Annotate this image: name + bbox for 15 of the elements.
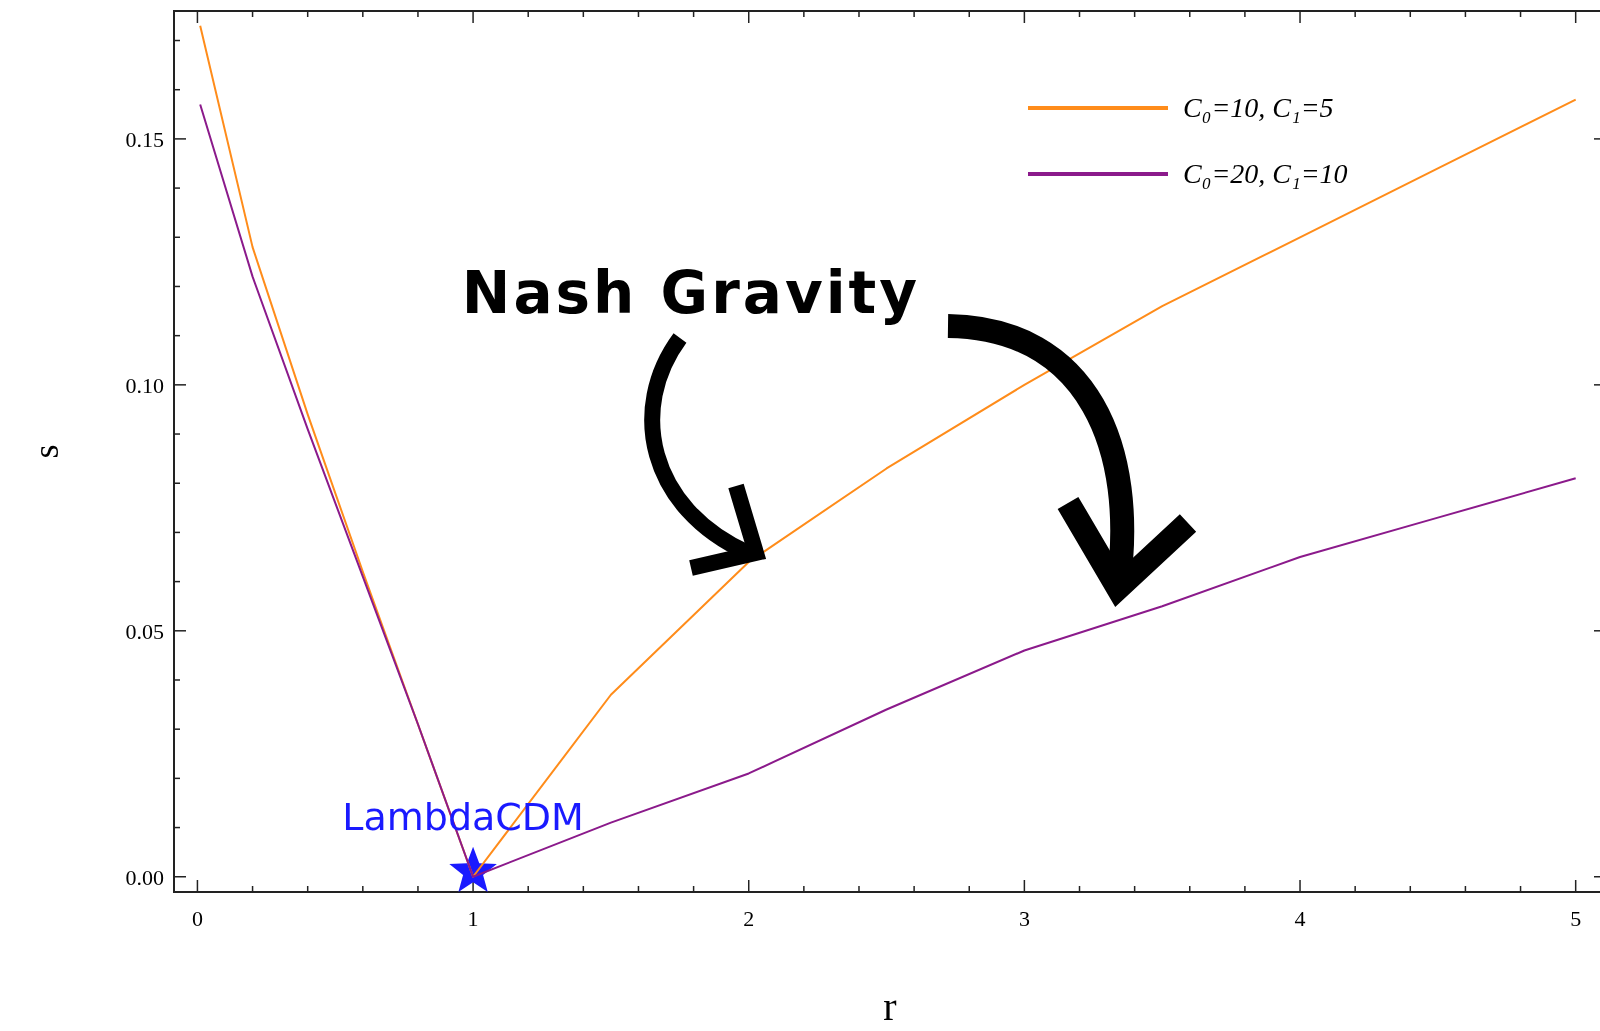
x-tick-label: 2 <box>743 906 755 931</box>
y-tick-label: 0.00 <box>125 864 164 890</box>
x-tick-label: 1 <box>467 906 479 931</box>
x-tick-label: 4 <box>1294 906 1306 931</box>
x-tick-label: 5 <box>1570 906 1582 931</box>
y-tick-label: 0.15 <box>125 126 164 152</box>
legend-label: C₀=20, C₁=10 <box>1183 158 1348 189</box>
legend-label: C₀=10, C₁=5 <box>1183 92 1334 123</box>
x-tick-label: 0 <box>191 906 203 931</box>
x-axis-title: r <box>883 984 897 1029</box>
annotation: Nash Gravity <box>461 259 921 327</box>
y-axis-title: s <box>26 444 66 459</box>
y-tick-label: 0.10 <box>125 372 164 398</box>
x-tick-label: 3 <box>1018 906 1030 931</box>
y-tick-label: 0.05 <box>125 618 164 644</box>
